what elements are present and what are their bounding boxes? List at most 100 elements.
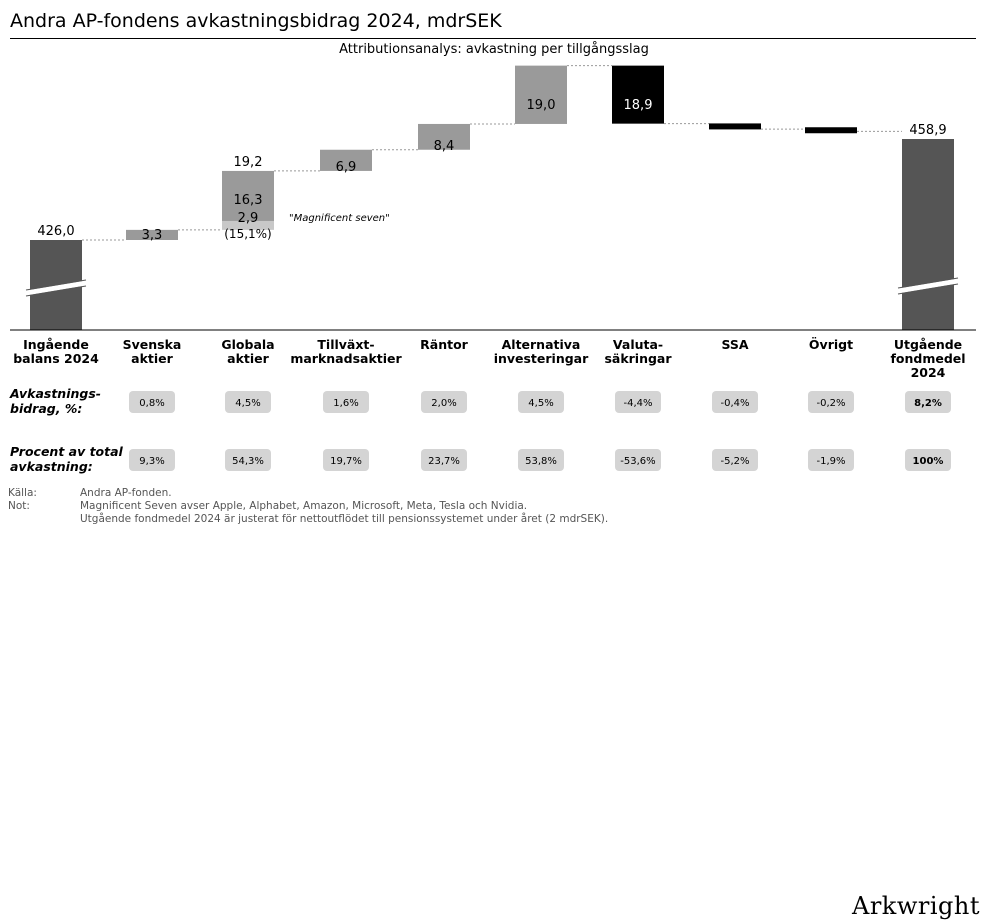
- category-label: investeringar: [494, 351, 589, 366]
- value-pill: [808, 391, 854, 413]
- footnote-row: Utgående fondmedel 2024 är justerat för …: [8, 513, 608, 526]
- category-label: Räntor: [420, 337, 469, 352]
- category-label: Globala: [221, 337, 274, 352]
- value-pill-text: 1,6%: [333, 398, 358, 409]
- data-label: -0,7: [819, 132, 842, 146]
- value-pill: [225, 449, 271, 471]
- brand-logo: Arkwright: [851, 892, 980, 920]
- data-label: 19,2: [234, 155, 263, 170]
- data-label: 19,0: [527, 98, 556, 113]
- value-pill: [129, 449, 175, 471]
- data-label: 8,4: [434, 139, 455, 154]
- footnote-text: Andra AP-fonden.: [80, 487, 172, 499]
- row-label: Procent av total: [10, 444, 124, 459]
- bar: [418, 123, 470, 150]
- category-label: Tillväxt-: [317, 337, 374, 352]
- bar: [709, 123, 761, 130]
- value-pill: [712, 391, 758, 413]
- value-pill-text: 53,8%: [525, 456, 557, 467]
- data-label: 18,9: [624, 98, 653, 113]
- category-label: Övrigt: [809, 337, 853, 352]
- footnote-key: Not:: [8, 500, 30, 512]
- category-label: SSA: [721, 337, 748, 352]
- bar: [805, 127, 857, 134]
- category-label: fondmedel: [890, 351, 965, 366]
- category-label: aktier: [227, 351, 269, 366]
- value-pill-text: -0,4%: [720, 398, 749, 409]
- data-label: 458,9: [909, 123, 946, 138]
- category-label: Alternativa: [502, 337, 581, 352]
- value-pill-text: -5,2%: [720, 456, 749, 467]
- value-pill-text: -53,6%: [620, 456, 655, 467]
- axis-break-mark: [897, 283, 959, 295]
- title-divider: [10, 38, 976, 39]
- data-label: (15,1%): [224, 227, 271, 241]
- row-label: bidrag, %:: [10, 401, 82, 416]
- value-pill: [323, 449, 369, 471]
- axis-break-mark: [897, 278, 959, 294]
- bar-segment: [222, 170, 274, 221]
- axis-break-mark: [25, 280, 87, 296]
- footnote-key: [8, 513, 80, 526]
- data-label: 2,9: [238, 211, 259, 226]
- value-pill-text: 100%: [913, 456, 944, 467]
- footnote-text: Magnificent Seven avser Apple, Alphabet,…: [80, 500, 528, 512]
- category-label: marknadsaktier: [290, 351, 402, 366]
- data-label: 6,9: [336, 160, 357, 175]
- category-label: aktier: [131, 351, 173, 366]
- value-pill: [615, 449, 661, 471]
- value-pill-text: 4,5%: [528, 398, 553, 409]
- value-pill-text: 8,2%: [914, 398, 942, 409]
- value-pill: [129, 391, 175, 413]
- value-pill-text: 54,3%: [232, 456, 264, 467]
- value-pill: [808, 449, 854, 471]
- axis-break-mark: [25, 285, 87, 297]
- value-pill: [905, 391, 951, 413]
- value-pill: [518, 449, 564, 471]
- data-label: 426,0: [37, 224, 74, 239]
- row-label: avkastning:: [10, 459, 93, 474]
- value-pill-text: 2,0%: [431, 398, 456, 409]
- bar: [515, 65, 567, 124]
- axis-break-mark: [25, 279, 87, 291]
- value-pill: [615, 391, 661, 413]
- footnote-text: Utgående fondmedel 2024 är justerat för …: [80, 513, 609, 525]
- category-label: Svenska: [123, 337, 182, 352]
- value-pill: [421, 391, 467, 413]
- value-pill-text: -0,2%: [816, 398, 845, 409]
- data-label: -1,8: [723, 128, 746, 142]
- value-pill: [712, 449, 758, 471]
- category-label: Utgående: [894, 337, 962, 352]
- value-pill-text: 4,5%: [235, 398, 260, 409]
- page-title: Andra AP-fondens avkastningsbidrag 2024,…: [10, 10, 502, 32]
- value-pill: [421, 449, 467, 471]
- value-pill-text: 0,8%: [139, 398, 164, 409]
- category-label: 2024: [911, 365, 946, 380]
- waterfall-chart: 426,0 3,3 19,2 6,9 8,4 19,0 18,9 -1,8 -0,7 458,9 1…: [9, 65, 976, 474]
- bar-segment: [222, 220, 274, 230]
- value-pill: [323, 391, 369, 413]
- annotation-magnificent-seven: "Magnificent seven": [289, 213, 390, 224]
- value-pill-text: 23,7%: [428, 456, 460, 467]
- category-label: Ingående: [23, 337, 89, 352]
- value-pill-text: 19,7%: [330, 456, 362, 467]
- footnote-key: Källa:: [8, 487, 37, 499]
- data-label: 3,3: [142, 228, 163, 243]
- value-pill: [518, 391, 564, 413]
- value-pill-text: 9,3%: [139, 456, 164, 467]
- bar: [902, 139, 954, 330]
- data-label: 16,3: [234, 193, 263, 208]
- chart-subtitle: Attributionsanalys: avkastning per tillg…: [339, 42, 649, 57]
- value-pill: [225, 391, 271, 413]
- value-pill-text: -4,4%: [623, 398, 652, 409]
- footnote-row: Not: Magnificent Seven avser Apple, Alpha…: [8, 500, 608, 513]
- category-label: balans 2024: [13, 351, 99, 366]
- row-label: Avkastnings-: [9, 386, 101, 401]
- category-label: säkringar: [604, 351, 672, 366]
- category-label: Valuta-: [613, 337, 663, 352]
- axis-break-mark: [897, 277, 959, 289]
- bar: [320, 149, 372, 171]
- value-pill-text: -1,9%: [816, 456, 845, 467]
- bar: [126, 229, 178, 240]
- footnote-row: Källa: Andra AP-fonden.: [8, 487, 608, 500]
